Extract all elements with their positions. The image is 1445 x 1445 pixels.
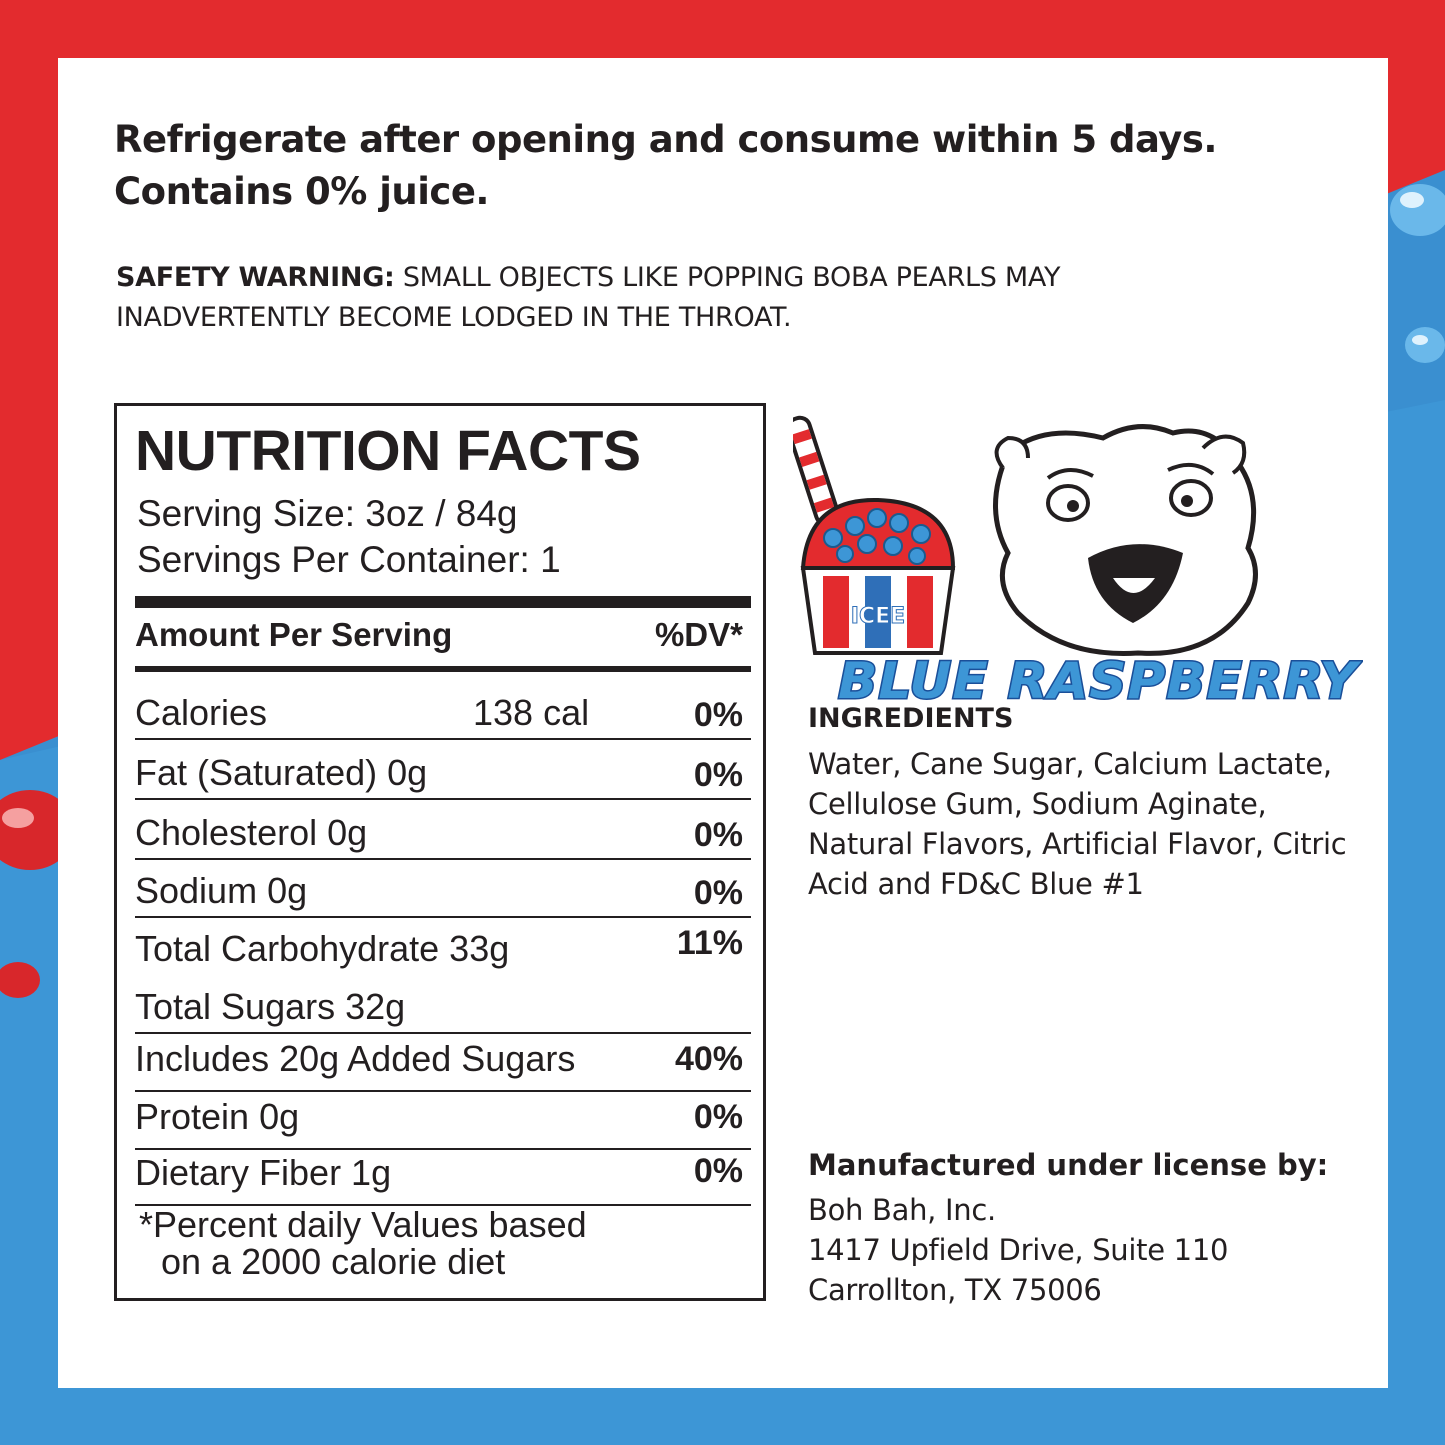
nutrient-dv: 0% [693, 696, 743, 734]
storage-line: Refrigerate after opening and consume wi… [114, 118, 1217, 161]
ingredients-section: INGREDIENTS Water, Cane Sugar, Calcium L… [808, 703, 1368, 904]
nutrient-row-calories: Calories 138 cal 0% [135, 680, 751, 740]
thick-divider [135, 596, 751, 608]
cup-text: ICEE [851, 604, 905, 629]
blue-raspberry-logo: ICEE BLUE RASPBERRY [793, 415, 1362, 708]
nutrient-dv: 11% [676, 924, 743, 962]
storage-headline: Refrigerate after opening and consume wi… [114, 114, 1354, 218]
nutrient-dv: 0% [693, 1098, 743, 1136]
footnote-line-2: on a 2000 calorie diet [161, 1241, 506, 1282]
nutrient-dv: 0% [693, 874, 743, 912]
nutrient-label: Fat (Saturated) 0g [135, 752, 428, 793]
nutrient-row-fat: Fat (Saturated) 0g 0% [135, 740, 751, 800]
nutrient-dv: 0% [693, 1152, 743, 1190]
manufacturer-street: 1417 Upfield Drive, Suite 110 [808, 1233, 1229, 1267]
nutrient-label: Dietary Fiber 1g [135, 1152, 392, 1193]
manufacturer-section: Manufactured under license by: Boh Bah, … [808, 1148, 1368, 1310]
nutrient-row-sodium: Sodium 0g 0% [135, 858, 751, 918]
dv-header: %DV* [654, 616, 743, 653]
red-boba-decoration [0, 790, 75, 998]
nutrient-value: 138 cal [473, 692, 590, 733]
nutrient-row-total-sugars: Total Sugars 32g [135, 974, 751, 1034]
nutrient-row-fiber: Dietary Fiber 1g 0% [135, 1146, 751, 1206]
nutrient-label: Includes 20g Added Sugars [135, 1038, 576, 1079]
ingredients-heading: INGREDIENTS [808, 703, 1014, 734]
blue-boba-decoration [1390, 184, 1445, 363]
servings-per-container: Servings Per Container: 1 [137, 539, 561, 580]
nutrient-label: Total Carbohydrate 33g [135, 928, 510, 969]
nutrient-dv: 0% [693, 756, 743, 794]
nutrient-label: Cholesterol 0g [135, 812, 368, 853]
flavor-name: BLUE RASPBERRY [838, 652, 1362, 708]
footnote-line-1: *Percent daily Values based [139, 1204, 587, 1245]
amount-per-serving-header: Amount Per Serving [135, 616, 453, 653]
nutrition-facts-panel: NUTRITION FACTS Serving Size: 3oz / 84g … [114, 403, 766, 1301]
safety-warning: SAFETY WARNING: SMALL OBJECTS LIKE POPPI… [116, 258, 1266, 338]
nutrient-dv: 0% [693, 816, 743, 854]
label-card: Refrigerate after opening and consume wi… [58, 58, 1388, 1388]
nutrient-label: Calories [135, 692, 268, 733]
nutrition-title: NUTRITION FACTS [135, 419, 641, 483]
ingredients-text: Water, Cane Sugar, Calcium Lactate, Cell… [808, 747, 1347, 901]
safety-warning-text: SMALL OBJECTS LIKE POPPING BOBA PEARLS M… [116, 262, 1061, 333]
polar-bear-mascot [993, 424, 1258, 656]
manufacturer-city: Carrollton, TX 75006 [808, 1273, 1102, 1307]
nutrient-label: Protein 0g [135, 1096, 300, 1137]
nutrient-dv: 40% [674, 1040, 743, 1078]
juice-line: Contains 0% juice. [114, 170, 489, 213]
nutrient-row-cholesterol: Cholesterol 0g 0% [135, 800, 751, 860]
icee-cup-illustration: ICEE [793, 415, 956, 655]
nutrient-row-carbohydrate: Total Carbohydrate 33g 11% [135, 916, 751, 974]
serving-size: Serving Size: 3oz / 84g [137, 493, 518, 534]
manufacturer-heading: Manufactured under license by: [808, 1148, 1329, 1182]
manufacturer-address: Boh Bah, Inc. 1417 Upfield Drive, Suite … [808, 1190, 1368, 1310]
daily-value-footnote: *Percent daily Values based on a 2000 ca… [139, 1206, 587, 1280]
nutrient-label: Sodium 0g [135, 870, 308, 911]
nutrient-label: Total Sugars 32g [135, 986, 406, 1027]
safety-warning-label: SAFETY WARNING: [116, 262, 395, 293]
medium-divider [135, 666, 751, 672]
manufacturer-name: Boh Bah, Inc. [808, 1193, 996, 1227]
nutrient-row-added-sugars: Includes 20g Added Sugars 40% [135, 1032, 751, 1092]
nutrient-row-protein: Protein 0g 0% [135, 1090, 751, 1150]
serving-info: Serving Size: 3oz / 84g Servings Per Con… [137, 491, 561, 583]
